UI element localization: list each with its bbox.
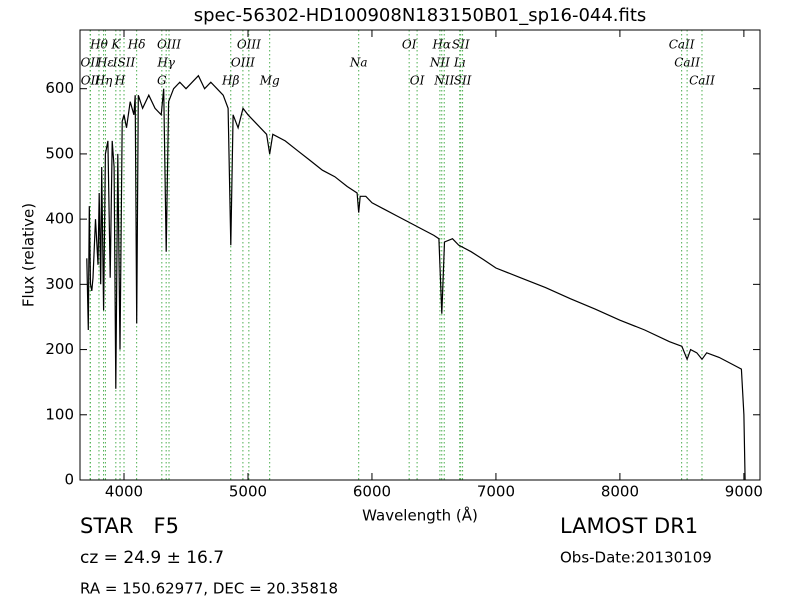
spectral-line-label: SII <box>454 74 472 88</box>
spectral-line-label: Hε <box>96 56 114 70</box>
spectral-line-label: Hγ <box>156 56 175 70</box>
spectral-line-label: Hη <box>94 74 113 88</box>
y-axis-label: Flux (relative) <box>20 203 38 307</box>
spectral-line-label: OI <box>410 74 425 88</box>
spectral-line-label: OI <box>402 38 417 52</box>
spectral-line-label: SII <box>452 38 470 52</box>
y-tick-label: 0 <box>64 471 74 489</box>
x-tick-label: 5000 <box>229 483 267 501</box>
spectral-line-label: ISII <box>112 56 136 70</box>
spectral-line-label: CaII <box>689 74 715 88</box>
object-class: STAR F5 <box>80 514 179 538</box>
plot-frame <box>79 29 761 481</box>
x-tick-label: 7000 <box>477 483 515 501</box>
y-tick-label: 500 <box>45 144 74 162</box>
spectral-line-label: Hδ <box>127 38 146 52</box>
spectral-line-label: Hβ <box>221 74 239 88</box>
obs-date: Obs-Date:20130109 <box>560 549 712 567</box>
y-tick-label: 600 <box>45 79 74 97</box>
x-tick-label: 6000 <box>353 483 391 501</box>
spectral-line-label: OIII <box>237 38 261 52</box>
chart-title: spec-56302-HD100908N183150B01_sp16-044.f… <box>194 5 647 26</box>
spectral-line-label: NII <box>433 74 454 88</box>
spectral-line-label: Hα <box>431 38 451 52</box>
spectral-line-label: Lı <box>453 56 466 70</box>
spectral-line-label: OIII <box>157 38 181 52</box>
x-axis-label: Wavelength (Å) <box>362 506 478 525</box>
spectral-line-label: OIII <box>231 56 255 70</box>
x-tick-label: 4000 <box>105 483 143 501</box>
x-tick-label: 8000 <box>601 483 639 501</box>
spectral-line-label: NII <box>429 56 450 70</box>
y-tick-label: 300 <box>45 275 74 293</box>
spectral-line-label: H <box>114 74 126 88</box>
y-tick-label: 100 <box>45 405 74 423</box>
x-tick-label: 9000 <box>725 483 763 501</box>
spectral-line-label: CaII <box>669 38 695 52</box>
redshift: cz = 24.9 ± 16.7 <box>80 548 224 568</box>
spectral-line-label: Na <box>349 56 368 70</box>
spectral-line-label: K <box>110 38 121 52</box>
y-tick-label: 400 <box>45 210 74 228</box>
spectral-line-label: G <box>157 74 167 88</box>
spectral-line-label: Mg <box>259 74 280 88</box>
y-tick-label: 200 <box>45 340 74 358</box>
spectral-line-label: Hθ <box>89 38 108 52</box>
spectrum-line <box>86 74 746 480</box>
coordinates: RA = 150.62977, DEC = 20.35818 <box>80 580 338 598</box>
spectral-line-label: CaII <box>674 56 700 70</box>
spectral-line-label: OII <box>81 74 101 88</box>
survey: LAMOST DR1 <box>560 514 698 538</box>
